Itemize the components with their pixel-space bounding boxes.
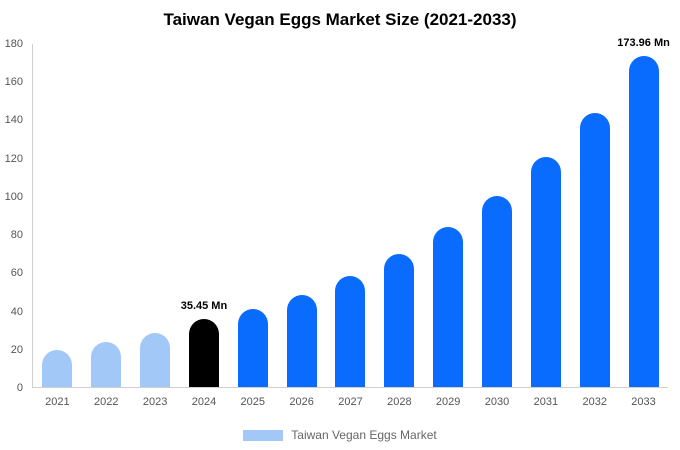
x-tick-label-2026: 2026 [289,396,314,408]
bar-2031 [530,157,561,387]
bar-2021 [42,349,73,387]
plot-area: 2021 2022 2023 2024 35.45 Mn 2025 2026 2027 2028… [32,37,670,408]
bar-2032 [579,112,610,387]
y-tick-label-140: 140 [4,114,23,127]
bar-slot-2021: 2021 [33,44,82,408]
x-tick-label-2024: 2024 [191,396,217,408]
bar-slot-2026: 2026 [277,44,326,408]
x-tick-label-2033: 2033 [631,396,656,408]
legend-label: Taiwan Vegan Eggs Market [291,428,437,442]
bar-2030 [482,195,513,387]
bar-2024 [188,319,219,387]
bar-2023 [140,332,171,387]
x-tick-label-2029: 2029 [435,396,461,408]
y-tick-label-180: 180 [4,38,23,50]
y-tick-label-20: 20 [10,343,23,356]
bar-2028 [384,253,415,387]
x-tick-label-2032: 2032 [582,396,607,408]
bar-slot-2031: 2031 [521,44,570,408]
y-tick-label-160: 160 [4,76,23,89]
bar-slot-2030: 2030 [473,44,522,408]
x-tick-label-2028: 2028 [387,396,412,408]
bar-slot-2027: 2027 [326,44,375,408]
y-tick-label-40: 40 [10,305,23,318]
chart-title: Taiwan Vegan Eggs Market Size (2021-2033… [163,10,517,29]
bar-slot-2022: 2022 [82,44,131,408]
bar-2026 [286,294,317,387]
y-tick-label-100: 100 [4,190,23,203]
x-tick-label-2022: 2022 [94,396,119,408]
legend-swatch [243,429,284,441]
legend[interactable]: Taiwan Vegan Eggs Market [0,428,680,442]
value-label-2024: 35.45 Mn [180,300,228,313]
y-tick-label-120: 120 [4,152,23,165]
y-axis: 0 20 40 60 80 100 120 140 160 180 [0,38,27,394]
bar-slot-2023: 2023 [131,44,180,408]
x-tick-label-2023: 2023 [142,396,168,408]
y-tick-label-0: 0 [16,382,23,394]
x-tick-label-2030: 2030 [484,396,510,408]
bar-slot-2033: 2033 173.96 Mn [617,37,670,408]
bar-slot-2029: 2029 [424,44,473,408]
bar-2033 [628,55,659,387]
bar-slot-2025: 2025 [228,44,277,408]
bar-slot-2028: 2028 [375,44,424,408]
x-tick-label-2021: 2021 [45,396,70,408]
x-tick-label-2025: 2025 [240,396,266,408]
value-label-2033: 173.96 Mn [617,36,670,49]
bar-slot-2024: 2024 35.45 Mn [180,44,229,408]
bar-slot-2032: 2032 [570,44,619,408]
x-tick-label-2027: 2027 [338,396,363,408]
x-tick-label-2031: 2031 [533,396,559,408]
bar-2022 [91,342,122,387]
y-tick-label-60: 60 [10,267,23,280]
bar-2029 [433,226,464,387]
y-tick-label-80: 80 [10,229,23,242]
bar-2027 [335,276,366,387]
bar-2025 [237,308,268,387]
